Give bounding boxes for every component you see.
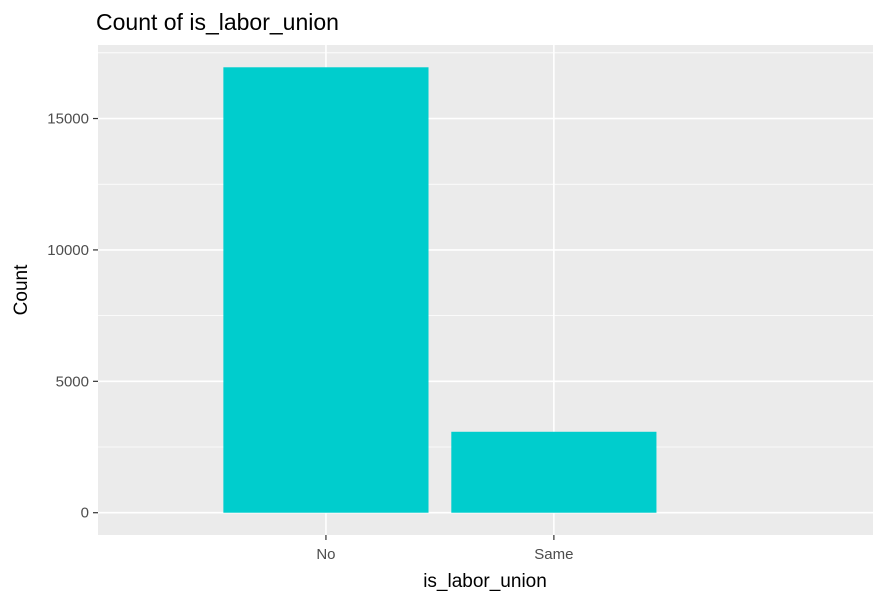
x-tick-label: Same (534, 546, 573, 563)
x-axis: No Same (316, 535, 573, 563)
bar-same (451, 431, 657, 513)
y-axis: 0 5000 10000 15000 (47, 111, 98, 522)
y-tick-label: 0 (81, 505, 89, 522)
y-tick-label: 5000 (56, 373, 89, 390)
chart-title: Count of is_labor_union (96, 9, 339, 35)
y-axis-title: Count (11, 264, 32, 315)
y-tick-label: 15000 (47, 111, 89, 128)
y-tick-label: 10000 (47, 242, 89, 259)
bars (223, 67, 657, 513)
x-axis-title: is_labor_union (423, 571, 547, 592)
bar-no (223, 67, 429, 513)
x-tick-label: No (316, 546, 335, 563)
